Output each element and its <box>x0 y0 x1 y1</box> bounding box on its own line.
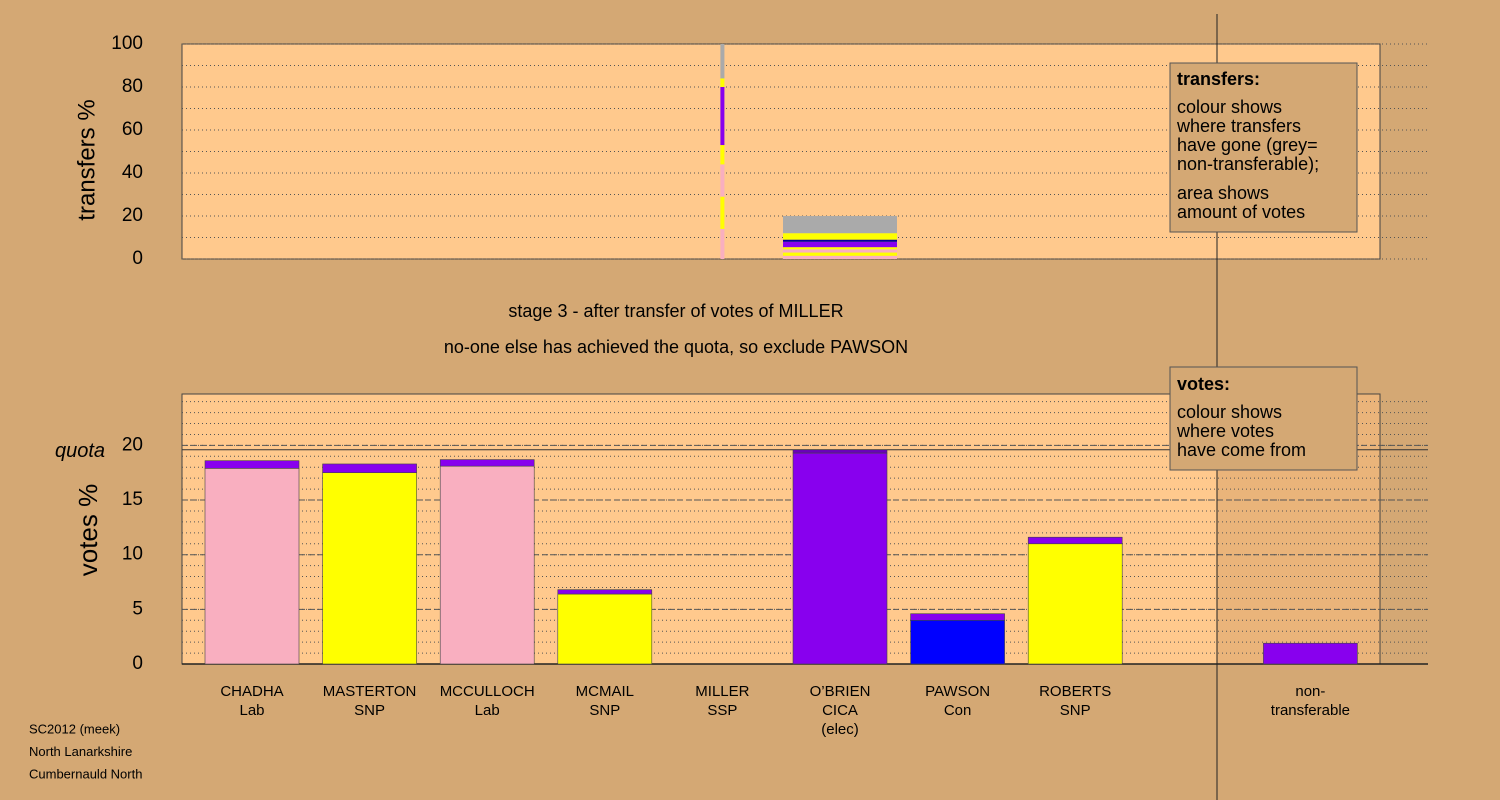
footer-text: North Lanarkshire <box>29 744 132 759</box>
bar-segment <box>1263 642 1358 665</box>
x-tick-label: O’BRIEN <box>810 683 871 700</box>
legend-text: have gone (grey= <box>1177 135 1318 155</box>
bar-segment <box>792 452 888 665</box>
x-tick-label: SNP <box>1060 702 1091 719</box>
x-tick-label: (elec) <box>821 721 859 738</box>
y-tick-label: 20 <box>122 434 143 455</box>
transfer-segment <box>783 239 897 242</box>
y-tick-label: 60 <box>122 119 143 140</box>
x-tick-label: MCCULLOCH <box>440 683 535 700</box>
transfer-segment <box>783 255 897 259</box>
stage-note: no-one else has achieved the quota, so e… <box>444 337 908 357</box>
x-tick-label: MCMAIL <box>576 683 634 700</box>
bar-segment <box>322 463 417 474</box>
x-tick-label: SNP <box>589 702 620 719</box>
y-tick-label: 10 <box>122 544 143 565</box>
bar-segment <box>204 468 300 665</box>
y-tick-label: 20 <box>122 205 143 226</box>
transfer-segment <box>783 216 897 234</box>
footer-text: SC2012 (meek) <box>29 721 120 736</box>
legend-text: colour shows <box>1177 402 1282 422</box>
bar-segment <box>1027 543 1123 665</box>
y-tick-label: 15 <box>122 489 143 510</box>
legend-text: where votes <box>1176 421 1274 441</box>
y-axis-label: transfers % <box>73 99 100 220</box>
bar-segment <box>322 472 417 665</box>
y-tick-label: 0 <box>132 653 143 674</box>
legend-title: votes: <box>1177 374 1230 394</box>
transfer-segment <box>783 247 897 250</box>
transfer-segment <box>720 145 725 165</box>
transfer-segment <box>720 164 725 197</box>
bar-segment <box>1027 536 1123 545</box>
legend-title: transfers: <box>1177 69 1260 89</box>
x-tick-label: transferable <box>1271 702 1350 719</box>
x-tick-label: MASTERTON <box>323 683 417 700</box>
x-tick-label: SNP <box>354 702 385 719</box>
y-tick-label: 40 <box>122 162 143 183</box>
legend-text: colour shows <box>1177 97 1282 117</box>
transfer-segment <box>783 233 897 240</box>
x-tick-label: CICA <box>822 702 858 719</box>
quota-label: quota <box>55 440 105 462</box>
transfer-segment <box>720 44 725 79</box>
stage-note: stage 3 - after transfer of votes of MIL… <box>508 301 843 321</box>
bar-segment <box>439 465 535 665</box>
x-tick-label: MILLER <box>695 683 749 700</box>
footer-text: Cumbernauld North <box>29 766 142 781</box>
y-tick-label: 80 <box>122 76 143 97</box>
bar-segment <box>557 593 653 665</box>
legend-text: non-transferable); <box>1177 154 1319 174</box>
bar-segment <box>910 619 1005 665</box>
y-axis-label: votes % <box>73 484 103 577</box>
transfer-segment <box>783 241 897 248</box>
bar-segment <box>792 449 888 454</box>
x-tick-label: PAWSON <box>925 683 990 700</box>
transfer-segment <box>783 249 897 253</box>
transfer-segment <box>783 252 897 256</box>
legend-box <box>1169 366 1358 471</box>
bar-segment <box>204 460 300 469</box>
x-tick-label: Lab <box>239 702 264 719</box>
y-tick-label: 100 <box>111 33 143 54</box>
legend-text: have come from <box>1177 440 1306 460</box>
x-tick-label: ROBERTS <box>1039 683 1111 700</box>
y-tick-label: 0 <box>132 248 143 269</box>
bar-segment <box>557 589 653 595</box>
x-tick-label: Lab <box>475 702 500 719</box>
bar-segment <box>910 613 1005 621</box>
x-tick-label: CHADHA <box>220 683 283 700</box>
transfer-segment <box>720 196 725 229</box>
legend-box <box>1169 62 1358 233</box>
bar-segment <box>439 459 535 467</box>
legend-text: where transfers <box>1176 116 1301 136</box>
x-tick-label: non- <box>1295 683 1325 700</box>
legend-text: amount of votes <box>1177 202 1305 222</box>
x-tick-label: Con <box>944 702 972 719</box>
y-tick-label: 5 <box>132 598 143 619</box>
transfer-segment <box>720 228 725 259</box>
transfer-segment <box>720 87 725 146</box>
transfer-segment <box>720 78 725 87</box>
x-tick-label: SSP <box>707 702 737 719</box>
legend-text: area shows <box>1177 183 1269 203</box>
